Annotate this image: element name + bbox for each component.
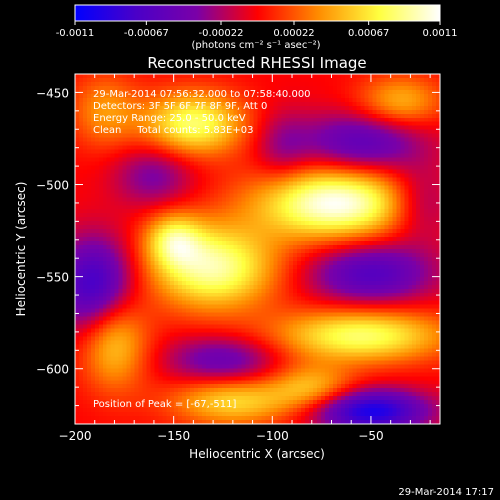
info-time: 29-Mar-2014 07:56:32.000 to 07:58:40.000 bbox=[93, 89, 311, 100]
axes: −200 −150 −100 −50 −450 −500 −550 −600 bbox=[36, 73, 440, 443]
footer-date: 29-Mar-2014 17:17 bbox=[398, 487, 494, 498]
colorbar-tick-label: -0.00022 bbox=[199, 28, 244, 39]
colorbar-tick-label: 0.0011 bbox=[423, 28, 458, 39]
x-tick-label: −50 bbox=[358, 429, 383, 443]
info-peak: Position of Peak = [-67,-511] bbox=[93, 399, 237, 410]
x-axis-label: Heliocentric X (arcsec) bbox=[189, 447, 325, 461]
x-tick-label: −100 bbox=[256, 429, 289, 443]
colorbar-tick-label: 0.00067 bbox=[348, 28, 389, 39]
info-clean: Clean Total counts: 5.83E+03 bbox=[93, 125, 253, 136]
y-tick-label: −450 bbox=[36, 86, 69, 100]
heatmap-container bbox=[75, 74, 440, 424]
heatmap-image bbox=[75, 74, 440, 424]
info-detectors: Detectors: 3F 5F 6F 7F 8F 9F, Att 0 bbox=[93, 101, 267, 112]
plot-frame bbox=[74, 73, 441, 425]
colorbar-unit-label: (photons cm⁻² s⁻¹ asec⁻²) bbox=[191, 40, 320, 51]
colorbar-tick-label: -0.0011 bbox=[56, 28, 95, 39]
y-tick-label: −550 bbox=[36, 271, 69, 285]
colorbar-tick-label: 0.00022 bbox=[273, 28, 314, 39]
colorbar bbox=[74, 4, 441, 22]
y-tick-label: −500 bbox=[36, 179, 69, 193]
chart-title: Reconstructed RHESSI Image bbox=[147, 54, 366, 72]
colorbar-ticks: -0.0011 -0.00067 -0.00022 0.00022 0.00067 0.0… bbox=[56, 21, 458, 39]
info-block: 29-Mar-2014 07:56:32.000 to 07:58:40.000… bbox=[93, 89, 311, 410]
x-tick-label: −150 bbox=[157, 429, 190, 443]
y-axis-label: Heliocentric Y (arcsec) bbox=[14, 182, 28, 317]
y-tick-label: −600 bbox=[36, 363, 69, 377]
colorbar-tick-label: -0.00067 bbox=[124, 28, 169, 39]
x-tick-label: −200 bbox=[59, 429, 92, 443]
info-energy: Energy Range: 25.0 - 50.0 keV bbox=[93, 113, 246, 124]
